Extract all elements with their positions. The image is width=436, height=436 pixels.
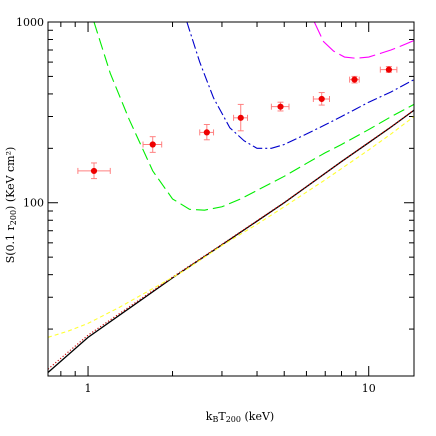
y-axis-label: S(0.1 r200) (KeV cm²) [4,147,18,264]
series-line-dashdot [186,22,414,149]
series-group [48,22,414,373]
point-marker [237,114,244,121]
data-point [312,92,331,106]
x-axis-label: kBT200 (keV) [206,410,274,424]
point-marker [149,141,156,148]
series-line-longdash [313,22,414,59]
data-point [199,123,215,141]
data-point [77,162,111,180]
series-line-dash-yellow [48,116,414,338]
point-marker [90,167,98,175]
point-marker [277,103,284,110]
point-marker [318,95,325,103]
series-line-dotted [48,109,414,370]
x-tick-label: 10 [362,382,376,395]
tick-labels: 1 10 100 1000 [16,16,376,395]
axis-ticks [48,21,414,376]
data-points-group [77,66,398,180]
series-line-dashed [93,22,414,211]
y-tick-label: 100 [23,197,44,210]
x-tick-label: 1 [85,382,92,395]
series-line-solid [48,109,414,373]
point-marker [203,129,210,136]
data-point [270,101,290,112]
data-point [349,75,360,84]
data-point [233,103,249,132]
data-point [379,66,398,73]
y-tick-label: 1000 [16,16,44,29]
point-marker [385,66,392,73]
data-point [142,136,163,153]
point-marker [351,76,358,83]
plot-frame [47,21,415,377]
